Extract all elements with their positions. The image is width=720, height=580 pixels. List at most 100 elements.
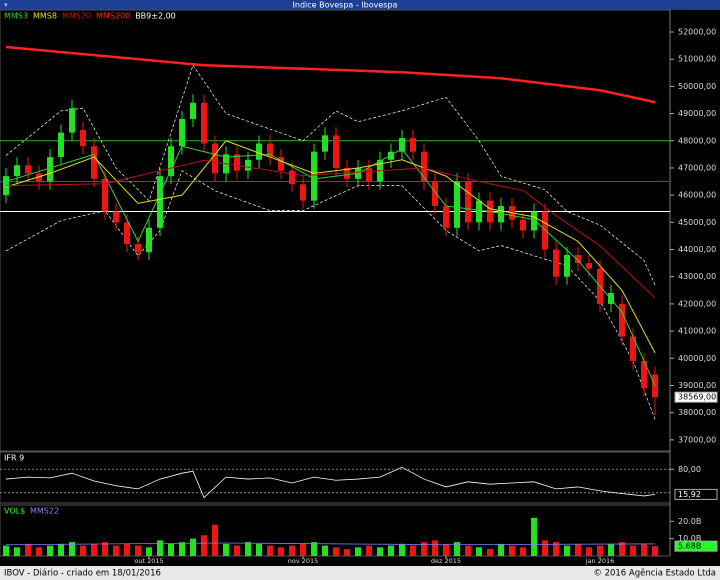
- candle-body: [575, 254, 581, 264]
- volume-bar: [454, 542, 460, 556]
- volume-bar: [542, 540, 548, 556]
- volume-bar: [476, 547, 482, 556]
- candle-body: [641, 361, 647, 389]
- volume-bar: [597, 545, 603, 556]
- volume-bar: [586, 547, 592, 556]
- volume-bar: [300, 543, 306, 556]
- candle-body: [630, 336, 636, 362]
- candle-body: [14, 165, 20, 177]
- y-tick-label: 51000,00: [678, 55, 716, 64]
- volume-bar: [190, 538, 196, 556]
- candle-body: [652, 374, 658, 398]
- volume-bar: [652, 546, 658, 556]
- candle-body: [465, 181, 471, 223]
- volume-bar: [25, 543, 31, 556]
- volume-bar: [168, 543, 174, 556]
- candle-body: [168, 146, 174, 177]
- window-title: Indice Bovespa - Ibovespa: [293, 1, 398, 10]
- candle-body: [421, 151, 427, 182]
- volume-bar: [366, 545, 372, 556]
- volume-bar: [58, 543, 64, 556]
- y-tick-label: 48000,00: [678, 136, 716, 145]
- volume-bar: [410, 545, 416, 556]
- volume-bar: [201, 535, 207, 556]
- last-value-label: 5.68B: [678, 542, 701, 551]
- candle-body: [476, 200, 482, 223]
- candle-body: [300, 184, 306, 201]
- y-tick-label: 52000,00: [678, 28, 716, 37]
- candle-body: [157, 176, 163, 228]
- candle-body: [80, 129, 86, 147]
- candle-body: [388, 151, 394, 160]
- volume-bar: [443, 543, 449, 556]
- footer: [0, 566, 720, 580]
- candle-body: [278, 157, 284, 171]
- candle-body: [432, 181, 438, 207]
- volume-bar: [80, 545, 86, 556]
- volume-bar: [608, 543, 614, 556]
- volume-bar: [465, 545, 471, 556]
- candle-body: [47, 157, 53, 182]
- candle-body: [410, 138, 416, 152]
- volume-bar: [432, 540, 438, 556]
- legend-entry: MMS20: [62, 12, 91, 21]
- candle-body: [443, 206, 449, 228]
- volume-bar: [553, 542, 559, 556]
- volume-bar: [212, 524, 218, 556]
- volume-bar: [278, 547, 284, 556]
- volume-bar: [377, 547, 383, 556]
- candle-body: [201, 102, 207, 144]
- candle-body: [399, 138, 405, 152]
- candle-body: [69, 108, 75, 133]
- volume-bar: [531, 517, 537, 556]
- volume-bar: [289, 545, 295, 556]
- y-tick-label: 20.0B: [678, 517, 701, 526]
- candle-body: [322, 135, 328, 152]
- candle-body: [564, 254, 570, 277]
- moving-average: [5, 45, 656, 104]
- x-tick-label: jan 2016: [585, 557, 615, 565]
- volume-bar: [421, 542, 427, 556]
- last-value-box: [674, 488, 718, 500]
- candle-body: [619, 303, 625, 337]
- volume-bar: [311, 542, 317, 556]
- candle-body: [553, 249, 559, 277]
- volume-bar: [47, 545, 53, 556]
- volume-bar: [641, 543, 647, 556]
- volume-bar: [344, 549, 350, 556]
- panel-label: IFR 9: [4, 454, 24, 463]
- candle-body: [190, 102, 196, 120]
- volume-bar: [234, 545, 240, 556]
- candle-body: [245, 159, 251, 171]
- volume-bar: [619, 542, 625, 556]
- candle-body: [234, 154, 240, 171]
- volume-bar: [399, 543, 405, 556]
- candle-body: [366, 167, 372, 182]
- last-value-box: [674, 540, 718, 552]
- y-tick-label: 45000,00: [678, 218, 716, 227]
- volume-bar: [36, 547, 42, 556]
- volume-bar: [256, 543, 262, 556]
- y-tick-label: 10.0B: [678, 534, 701, 543]
- candle-body: [498, 206, 504, 223]
- y-tick-label: 44000,00: [678, 245, 716, 254]
- candle-body: [36, 173, 42, 182]
- volume-bar: [135, 545, 141, 556]
- y-tick-label: 50000,00: [678, 82, 716, 91]
- volume-bar: [14, 547, 20, 556]
- last-value-label: 38569,00: [678, 393, 716, 402]
- legend-entry: MMS22: [30, 507, 59, 516]
- volume-bar: [509, 545, 515, 556]
- volume-bar: [69, 542, 75, 556]
- volume-bar: [91, 543, 97, 556]
- moving-average: [5, 159, 656, 299]
- volume-bar: [487, 549, 493, 556]
- volume-bar: [124, 543, 130, 556]
- y-tick-label: 42000,00: [678, 299, 716, 308]
- volume-bar: [520, 547, 526, 556]
- y-tick-label: 37000,00: [678, 435, 716, 444]
- legend-entry: MMS200: [96, 12, 130, 21]
- volume-bar: [3, 545, 9, 556]
- candle-body: [311, 151, 317, 201]
- menu-icon[interactable]: ▾: [4, 1, 8, 9]
